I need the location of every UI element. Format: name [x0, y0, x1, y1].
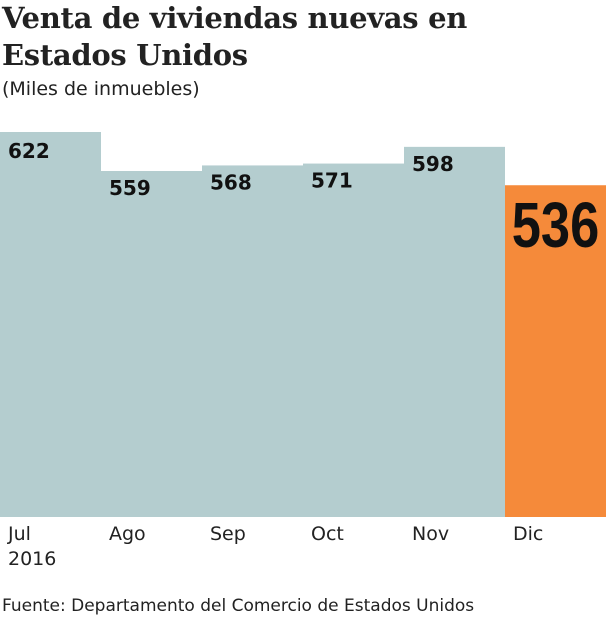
chart-subtitle: (Miles de inmuebles) [2, 78, 200, 100]
data-label-1: 559 [109, 176, 151, 200]
bar-1 [101, 170, 202, 517]
data-label-4: 598 [412, 152, 454, 176]
data-label-3: 571 [311, 169, 353, 193]
data-label-5: 536 [512, 190, 600, 261]
bar-2 [202, 165, 303, 517]
x-tick-label-3: Oct [311, 523, 344, 545]
x-tick-label-0: Jul [7, 523, 31, 545]
x-tick-label-5: Dic [513, 523, 543, 545]
bar-chart: 622 Jul 2016 559 Ago 568 Sep 571 Oct 598 Nov 536 Dic [0, 132, 606, 570]
x-tick-label-4: Nov [412, 523, 449, 545]
x-tick-label-1: Ago [109, 523, 146, 545]
x-tick-label-0-year: 2016 [8, 548, 56, 570]
chart-title: Venta de viviendas nuevas en Estados Uni… [2, 1, 468, 72]
bar-4 [404, 146, 505, 518]
bar-0 [0, 132, 101, 517]
data-label-2: 568 [210, 170, 252, 194]
data-label-0: 622 [8, 139, 50, 163]
bar-3 [303, 163, 404, 518]
bar-5 [505, 185, 606, 517]
source-note: Fuente: Departamento del Comercio de Est… [2, 596, 475, 616]
x-tick-label-2: Sep [210, 523, 246, 545]
